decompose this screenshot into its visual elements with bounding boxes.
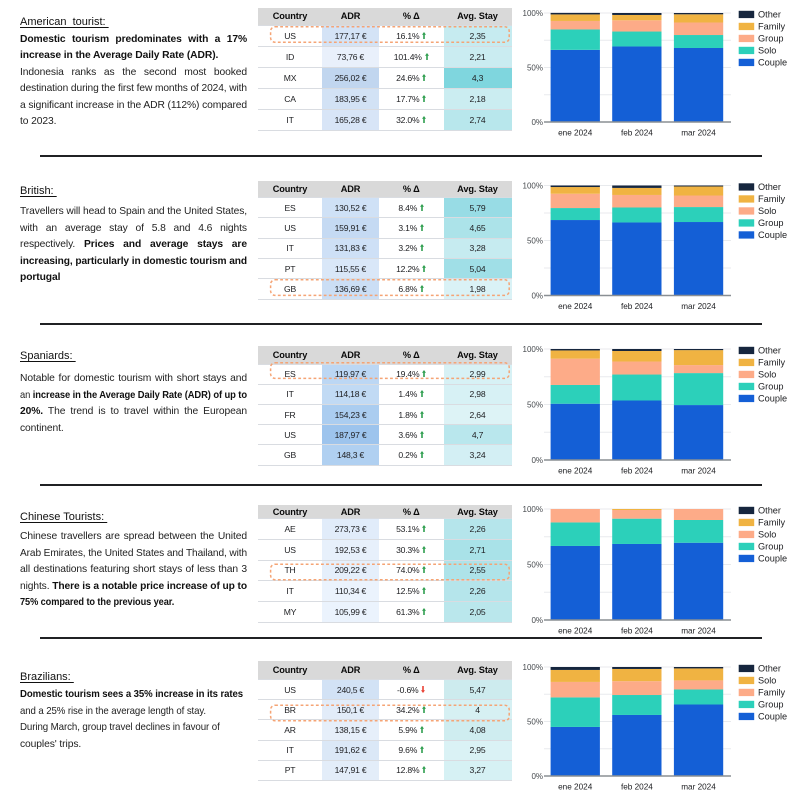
svg-text:Solo: Solo xyxy=(758,370,776,380)
svg-text:mar 2024: mar 2024 xyxy=(681,129,716,138)
svg-text:Group: Group xyxy=(758,382,784,392)
svg-text:ene 2024: ene 2024 xyxy=(558,467,593,476)
svg-text:feb 2024: feb 2024 xyxy=(621,467,653,476)
svg-text:Couple: Couple xyxy=(758,394,787,404)
svg-text:100%: 100% xyxy=(523,345,543,354)
svg-text:Other: Other xyxy=(758,664,781,674)
svg-text:feb 2024: feb 2024 xyxy=(621,129,653,138)
svg-text:0%: 0% xyxy=(531,118,543,127)
svg-text:0%: 0% xyxy=(531,456,543,465)
svg-text:50%: 50% xyxy=(527,560,543,569)
svg-text:Solo: Solo xyxy=(758,46,776,56)
svg-text:feb 2024: feb 2024 xyxy=(621,783,653,792)
svg-text:mar 2024: mar 2024 xyxy=(681,467,716,476)
svg-text:100%: 100% xyxy=(523,663,543,672)
svg-text:ene 2024: ene 2024 xyxy=(558,627,593,636)
svg-text:Other: Other xyxy=(758,10,781,20)
svg-text:feb 2024: feb 2024 xyxy=(621,302,653,311)
svg-text:Other: Other xyxy=(758,182,781,192)
svg-text:Couple: Couple xyxy=(758,230,787,240)
svg-text:ene 2024: ene 2024 xyxy=(558,302,593,311)
svg-text:Other: Other xyxy=(758,346,781,356)
svg-text:50%: 50% xyxy=(527,236,543,245)
svg-text:ene 2024: ene 2024 xyxy=(558,129,593,138)
svg-text:mar 2024: mar 2024 xyxy=(681,783,716,792)
svg-text:Group: Group xyxy=(758,542,784,552)
svg-text:Family: Family xyxy=(758,688,785,698)
svg-text:Couple: Couple xyxy=(758,554,787,564)
svg-text:Group: Group xyxy=(758,700,784,710)
svg-text:Solo: Solo xyxy=(758,676,776,686)
svg-text:Family: Family xyxy=(758,358,785,368)
svg-text:100%: 100% xyxy=(523,505,543,514)
svg-text:Couple: Couple xyxy=(758,58,787,68)
svg-text:Solo: Solo xyxy=(758,206,776,216)
svg-text:0%: 0% xyxy=(531,772,543,781)
svg-text:feb 2024: feb 2024 xyxy=(621,627,653,636)
svg-text:Family: Family xyxy=(758,22,785,32)
svg-text:mar 2024: mar 2024 xyxy=(681,302,716,311)
svg-text:Solo: Solo xyxy=(758,530,776,540)
svg-text:100%: 100% xyxy=(523,181,543,190)
svg-text:0%: 0% xyxy=(531,291,543,300)
svg-text:50%: 50% xyxy=(527,400,543,409)
svg-text:Couple: Couple xyxy=(758,712,787,722)
svg-text:Other: Other xyxy=(758,506,781,516)
svg-text:50%: 50% xyxy=(527,717,543,726)
svg-text:ene 2024: ene 2024 xyxy=(558,783,593,792)
svg-text:100%: 100% xyxy=(523,9,543,18)
svg-text:Group: Group xyxy=(758,34,784,44)
svg-text:Group: Group xyxy=(758,218,784,228)
svg-text:Family: Family xyxy=(758,518,785,528)
svg-text:50%: 50% xyxy=(527,63,543,72)
svg-text:mar 2024: mar 2024 xyxy=(681,627,716,636)
svg-text:0%: 0% xyxy=(531,616,543,625)
svg-text:Family: Family xyxy=(758,194,785,204)
